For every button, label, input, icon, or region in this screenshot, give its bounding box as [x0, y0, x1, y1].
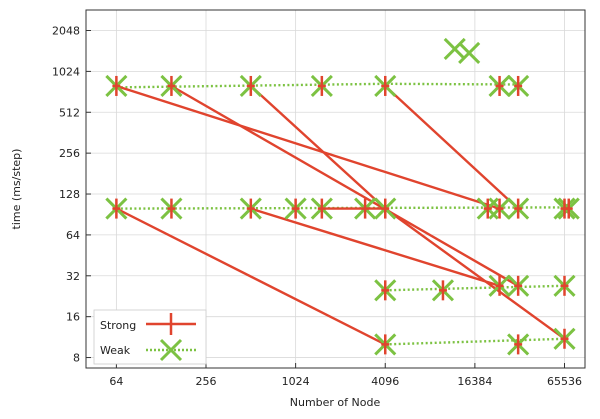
- strong-data-point: [167, 75, 176, 96]
- weak-marker-stroke: [458, 41, 481, 65]
- strong-data-point: [317, 75, 326, 96]
- strong-data-point: [246, 75, 255, 96]
- strong-data-point: [514, 75, 523, 96]
- strong-data-point: [514, 198, 523, 219]
- y-tick-label: 512: [59, 106, 80, 119]
- strong-data-point: [560, 275, 569, 296]
- strong-data-point: [495, 275, 504, 296]
- weak-marker-stroke: [443, 37, 466, 60]
- plot-frame: [85, 9, 586, 369]
- axis-ticks: 64 256 1024 4096 16384 65536 8 16 32 64 128 256 512 1…: [52, 25, 582, 388]
- y-tick-label: 32: [66, 270, 80, 283]
- weak-series-line: [116, 82, 519, 89]
- legend-label-strong: Strong: [100, 319, 136, 332]
- x-tick-label: 64: [109, 375, 123, 388]
- x-tick-label: 65536: [547, 375, 582, 388]
- strong-series-line: [250, 207, 500, 287]
- strong-data-point: [381, 334, 390, 355]
- legend-box: [93, 309, 207, 365]
- y-axis-title: time (ms/step): [10, 149, 23, 230]
- strong-series-line: [116, 84, 500, 210]
- legend-marker-weak: [159, 338, 183, 362]
- strong-data-point: [564, 198, 573, 219]
- strong-data-point: [361, 198, 370, 219]
- y-tick-label: 128: [59, 188, 80, 201]
- y-tick-label: 256: [59, 147, 80, 160]
- weak-data-point: [458, 41, 481, 65]
- y-tick-label: 2048: [52, 25, 80, 38]
- data-series-layer: [105, 37, 580, 356]
- strong-data-point: [381, 198, 390, 219]
- strong-data-point: [483, 198, 492, 219]
- strong-data-point: [317, 198, 326, 219]
- weak-data-point: [443, 37, 466, 60]
- y-tick-label: 16: [66, 311, 80, 324]
- strong-data-point: [438, 280, 447, 301]
- x-tick-label: 16384: [457, 375, 492, 388]
- strong-data-point: [112, 198, 121, 219]
- strong-data-point: [381, 280, 390, 301]
- strong-data-point: [495, 75, 504, 96]
- strong-data-point: [167, 198, 176, 219]
- legend-label-weak: Weak: [100, 344, 131, 357]
- strong-series-line: [115, 207, 386, 346]
- strong-data-point: [246, 198, 255, 219]
- strong-data-point: [560, 328, 569, 349]
- strong-data-point: [112, 75, 121, 96]
- weak-series-line: [385, 284, 565, 292]
- strong-data-point: [291, 198, 300, 219]
- strong-data-point: [514, 334, 523, 355]
- strong-data-point: [514, 275, 523, 296]
- legend: Strong Weak: [93, 309, 207, 365]
- strong-data-point: [381, 75, 390, 96]
- y-tick-label: 8: [73, 352, 80, 365]
- x-tick-label: 4096: [371, 375, 399, 388]
- strong-series-line: [384, 85, 519, 210]
- x-tick-label: 256: [196, 375, 217, 388]
- x-tick-label: 1024: [282, 375, 310, 388]
- x-axis-title: Number of Node: [290, 396, 381, 409]
- grid: [86, 10, 585, 368]
- strong-data-point: [495, 198, 504, 219]
- y-tick-label: 64: [66, 229, 80, 242]
- weak-series-line: [385, 337, 565, 346]
- y-tick-label: 1024: [52, 65, 80, 78]
- strong-series-line: [170, 84, 519, 287]
